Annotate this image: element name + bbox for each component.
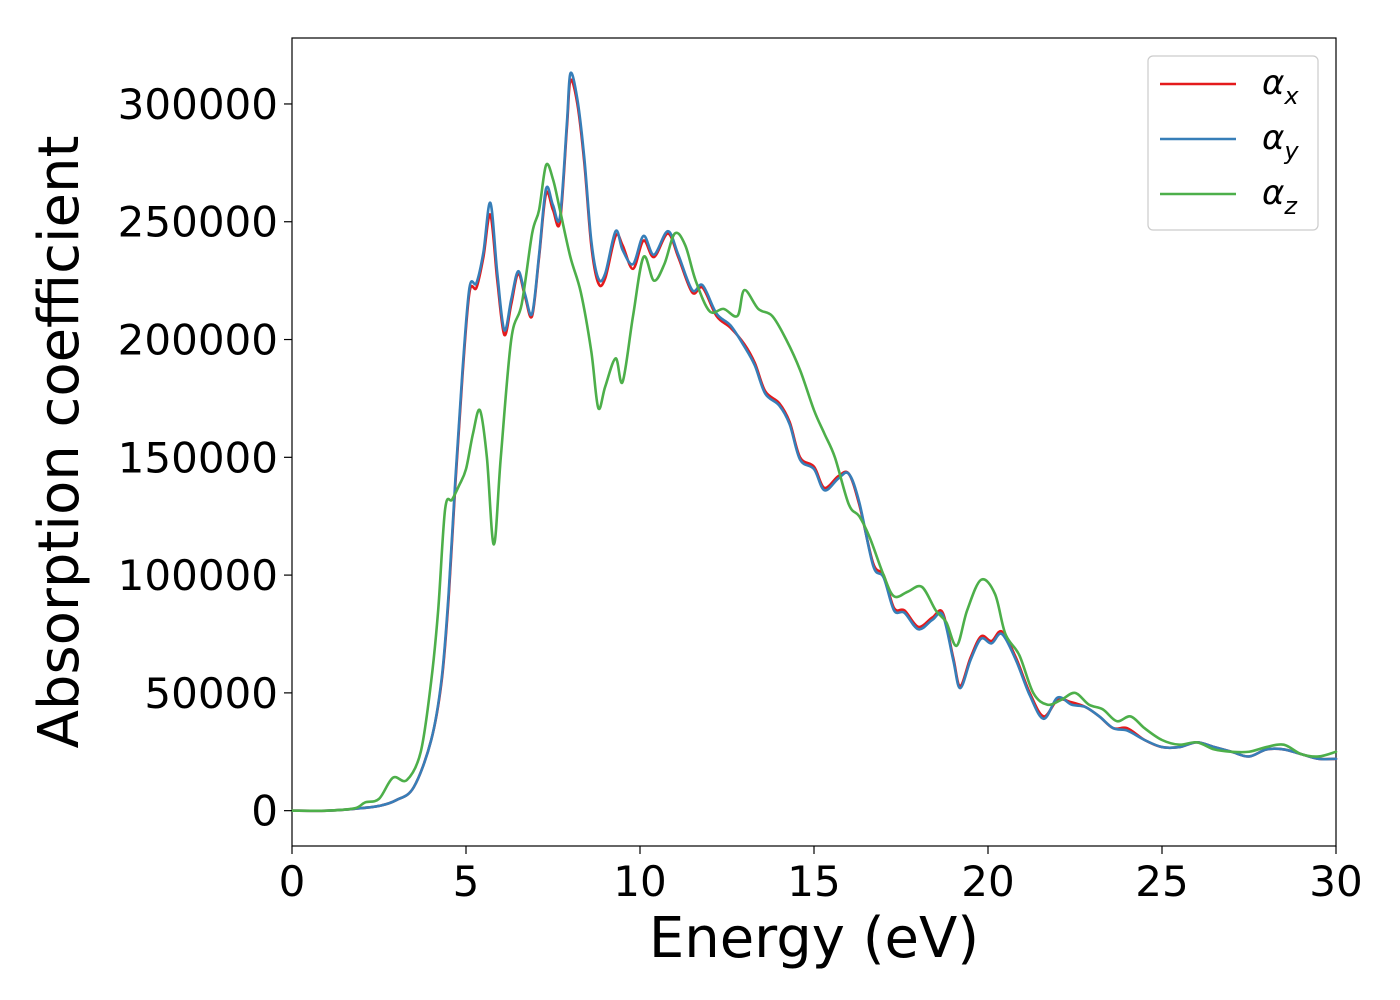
legend: αx αy αz	[1147, 55, 1319, 231]
series-layer	[290, 71, 1338, 813]
x-tick-label: 20	[961, 857, 1014, 906]
y-tick-label: 50000	[144, 669, 278, 718]
x-tick-label: 30	[1309, 857, 1362, 906]
y-tick-label: 250000	[118, 198, 278, 247]
y-tick-label: 300000	[118, 80, 278, 129]
y-tick-label: 200000	[118, 316, 278, 365]
legend-items: αx αy αz	[1160, 63, 1299, 220]
series-line-z	[290, 162, 1338, 813]
y-axis-ticks: 0 50000 100000 150000 200000 250000 300000	[118, 80, 292, 836]
x-tick-label: 10	[613, 857, 666, 906]
y-tick-label: 100000	[118, 551, 278, 600]
y-tick-label: 0	[251, 787, 278, 836]
x-axis-ticks: 0 5 10 15 20 25 30	[279, 846, 1363, 906]
x-tick-label: 25	[1135, 857, 1188, 906]
legend-label-x: αx	[1262, 63, 1299, 110]
x-tick-label: 5	[453, 857, 480, 906]
y-tick-label: 150000	[118, 433, 278, 482]
x-axis-label: Energy (eV)	[649, 906, 979, 971]
x-tick-label: 15	[787, 857, 840, 906]
legend-label-y: αy	[1262, 118, 1299, 165]
series-line-y	[290, 71, 1338, 813]
legend-label-z: αz	[1262, 173, 1298, 220]
y-axis-label: Absorption coefficient	[27, 136, 92, 749]
x-tick-label: 0	[279, 857, 306, 906]
legend-box	[1147, 55, 1319, 231]
